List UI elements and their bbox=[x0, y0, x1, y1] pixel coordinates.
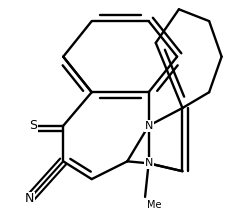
Text: Me: Me bbox=[147, 200, 161, 210]
Text: N: N bbox=[144, 158, 153, 168]
Text: N: N bbox=[25, 192, 34, 205]
Text: N: N bbox=[144, 121, 153, 131]
Text: S: S bbox=[29, 119, 37, 132]
